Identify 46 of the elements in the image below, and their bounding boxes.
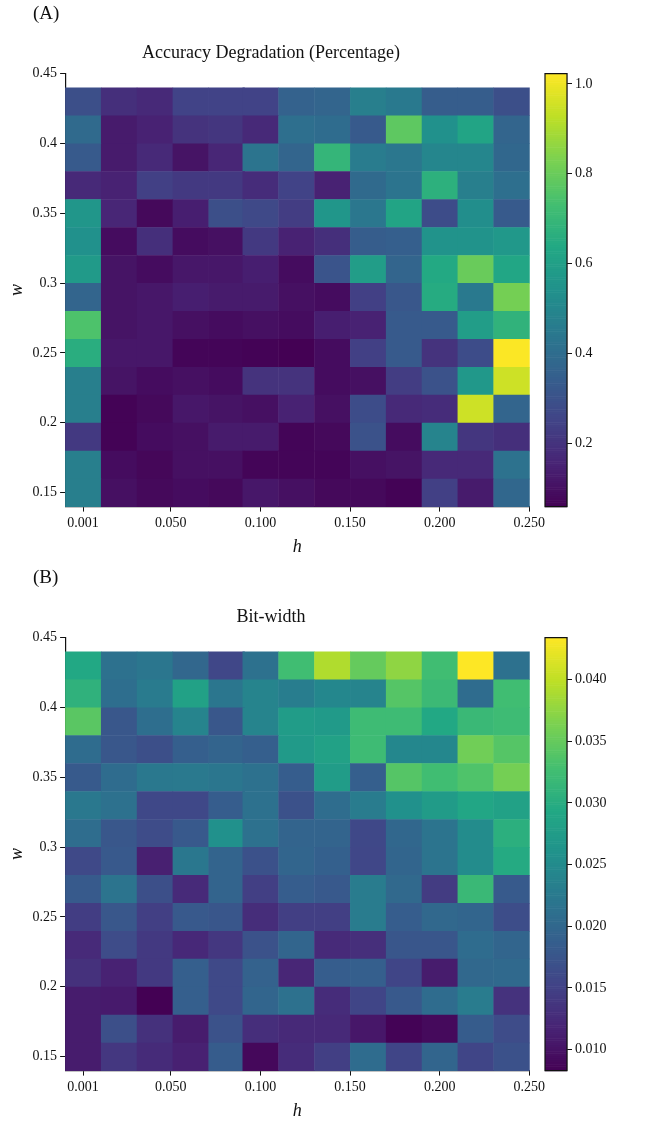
color-bar-label: 0.030 [575,794,607,810]
y-tick-label: 0.3 [39,274,58,290]
y-tick-label: 0.45 [32,629,58,645]
color-bar-label: 0.015 [575,979,607,995]
text: (B) [33,566,59,588]
color-bar-label: 1.0 [575,75,593,91]
color-bar-label: 0.6 [575,255,593,271]
x-tick-label: 0.001 [67,1078,99,1094]
y-tick-label: 0.35 [32,768,58,784]
x-tick-label: 0.150 [334,514,366,530]
chart-title: Accuracy Degradation (Percentage) [142,41,400,63]
x-tick-label: 0.250 [513,514,545,530]
y-tick-label: 0.2 [39,978,58,994]
color-bar-label: 0.010 [575,1041,607,1057]
x-tick-label: 0.200 [423,1078,456,1094]
x-tick-label: 0.150 [334,1078,366,1094]
x-tick-label: 0.050 [155,1078,187,1094]
text: (A) [33,2,60,24]
color-bar-label: 0.2 [575,434,593,450]
y-axis-title: w [5,284,26,297]
color-bar-label: 0.025 [575,856,607,872]
y-tick-label: 0.25 [32,344,58,360]
y-tick-label: 0.45 [32,65,58,81]
y-axis-title: w [5,848,26,861]
color-bar-label: 0.4 [575,345,593,361]
y-tick-label: 0.4 [39,699,58,715]
x-tick-label: 0.250 [513,1078,545,1094]
chart-title: Bit-width [236,605,306,626]
x-tick-label: 0.050 [155,514,187,530]
x-axis-title: h [292,535,302,556]
y-tick-label: 0.3 [39,838,58,854]
y-tick-label: 0.4 [39,135,58,151]
y-tick-label: 0.15 [32,484,58,500]
y-tick-label: 0.15 [32,1048,58,1064]
color-bar-label: 0.020 [575,917,607,933]
color-bar-label: 0.040 [575,671,607,687]
y-tick-label: 0.35 [32,204,58,220]
x-tick-label: 0.001 [67,514,99,530]
color-bar-label: 0.035 [575,732,607,748]
y-tick-label: 0.2 [39,414,58,430]
color-bar-label: 0.8 [575,165,593,181]
y-tick-label: 0.25 [32,908,58,924]
x-axis-title: h [292,1099,302,1120]
x-tick-label: 0.100 [244,1078,277,1094]
x-tick-label: 0.200 [423,514,456,530]
x-tick-label: 0.100 [244,514,277,530]
